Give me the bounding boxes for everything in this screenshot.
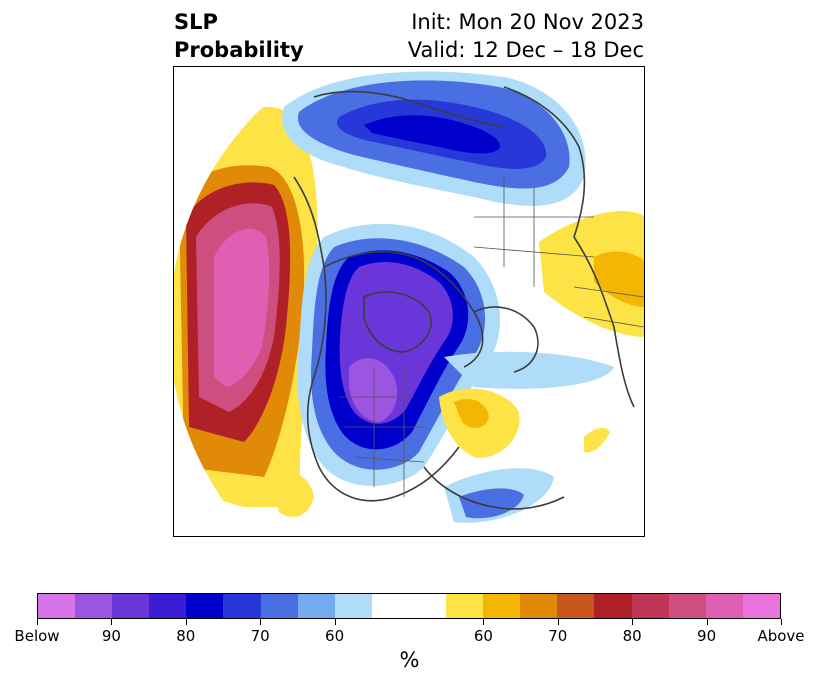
colorbar: [37, 593, 781, 619]
atlantic-below-light: [444, 351, 614, 389]
colorbar-tick-label: Below: [14, 627, 60, 645]
arctic-below-deep: [364, 115, 500, 154]
colorbar-units: %: [399, 648, 420, 672]
borders: [339, 177, 644, 497]
colorbar-tick-label: 60: [473, 627, 493, 645]
colorbar-tick: [260, 619, 262, 625]
colorbar-tick-label: Above: [757, 627, 805, 645]
colorbar-segment: [446, 594, 484, 618]
colorbar-segment: [186, 594, 224, 618]
pacific-above-magenta: [214, 228, 270, 387]
coastlines: [293, 86, 635, 510]
colorbar-segment: [705, 594, 743, 618]
colorbar-segment: [75, 594, 113, 618]
init-date: Init: Mon 20 Nov 2023: [411, 10, 644, 34]
title-right: Init: Mon 20 Nov 2023 Valid: 12 Dec – 18…: [408, 8, 644, 64]
colorbar-tick: [185, 619, 187, 625]
polar-map: [173, 66, 645, 537]
colorbar-tick: [557, 619, 559, 625]
colorbar-segment: [520, 594, 558, 618]
colorbar-tick: [781, 619, 782, 625]
colorbar-tick-label: 70: [250, 627, 270, 645]
atlantic-south-below-mid: [459, 488, 524, 519]
colorbar-segment: [149, 594, 187, 618]
map-svg: [174, 71, 644, 523]
colorbar-tick: [111, 619, 113, 625]
colorbar-tick: [334, 619, 336, 625]
pacific-east-yellow: [274, 474, 314, 517]
colorbar-segment: [631, 594, 669, 618]
title-variable: SLP: [174, 10, 218, 34]
title-left: SLP Probability: [174, 8, 304, 64]
colorbar-ticks: Below 90 80 70 60 60 70 80 90 Above: [14, 619, 805, 659]
europe-above-orange: [594, 251, 644, 307]
colorbar-segment: [668, 594, 706, 618]
colorbar-tick: [483, 619, 485, 625]
colorbar-segment: [594, 594, 632, 618]
europe-above-yellow: [539, 211, 644, 337]
colorbar-tick: [632, 619, 634, 625]
colorbar-segment: [742, 594, 780, 618]
colorbar-tick-label: 90: [101, 627, 121, 645]
colorbar-tick-label: 70: [548, 627, 568, 645]
na-below-purple: [349, 358, 398, 422]
colorbar-segment: [260, 594, 298, 618]
colorbar-segment: [408, 594, 447, 618]
colorbar-segment: [223, 594, 261, 618]
colorbar-segment: [483, 594, 521, 618]
colorbar-tick: [706, 619, 708, 625]
colorbar-tick-label: 90: [697, 627, 717, 645]
colorbar-segment: [38, 594, 76, 618]
atlantic-east-yellow: [584, 427, 610, 453]
colorbar-tick: [37, 619, 38, 625]
colorbar-tick-label: 80: [176, 627, 196, 645]
colorbar-segment: [371, 594, 409, 618]
colorbar-tick-label: 60: [325, 627, 345, 645]
colorbar-segment: [112, 594, 150, 618]
colorbar-segment: [297, 594, 335, 618]
colorbar-segment: [557, 594, 595, 618]
colorbar-tick-label: 80: [622, 627, 642, 645]
title-product: Probability: [174, 38, 304, 62]
colorbar-segment: [334, 594, 372, 618]
valid-range: Valid: 12 Dec – 18 Dec: [407, 38, 644, 62]
labrador-above-orange: [454, 398, 489, 429]
